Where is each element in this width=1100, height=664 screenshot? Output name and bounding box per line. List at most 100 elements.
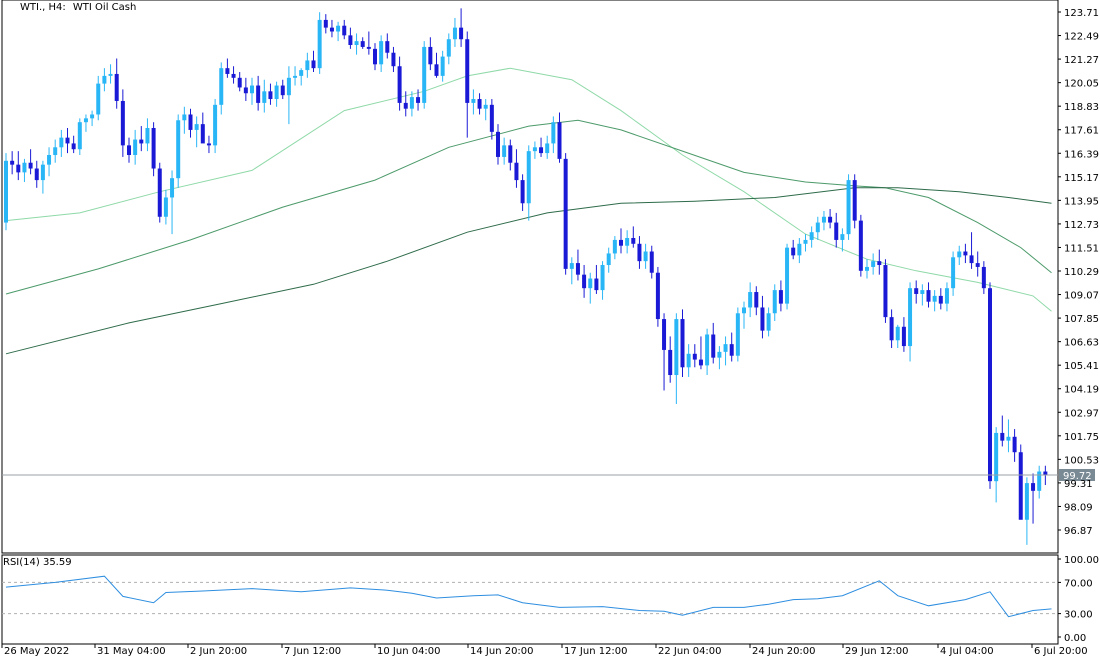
candles <box>4 8 1048 545</box>
time-tick-label: 2 Jun 20:00 <box>190 646 247 657</box>
candle <box>108 64 113 84</box>
candle <box>268 83 273 105</box>
candle <box>170 170 175 235</box>
candle-body <box>865 266 869 271</box>
time-tick-label: 26 May 2022 <box>4 646 69 657</box>
price-tick-label: 98.09 <box>1064 502 1093 513</box>
candle <box>489 99 494 140</box>
price-tick-label: 111.51 <box>1064 243 1099 254</box>
time-tick-label: 29 Jun 12:00 <box>845 646 909 657</box>
candle <box>237 72 242 92</box>
candle-body <box>735 313 740 356</box>
candle-body <box>1018 452 1023 520</box>
candle-body <box>662 319 667 350</box>
price-tick-label: 96.87 <box>1064 526 1093 537</box>
candle <box>914 280 919 304</box>
candle-body <box>373 48 377 65</box>
candle <box>145 118 150 152</box>
candle-body <box>821 216 826 223</box>
candle-body <box>625 237 630 246</box>
rsi-label: RSI(14) 35.59 <box>3 557 72 568</box>
candle-body <box>1043 471 1048 475</box>
candle-body <box>514 162 519 181</box>
candle <box>981 261 986 294</box>
candle-body <box>379 41 384 65</box>
candle <box>280 79 285 100</box>
candle <box>379 35 384 73</box>
candle-body <box>520 180 525 204</box>
time-tick-label: 10 Jun 04:00 <box>377 646 441 657</box>
candle <box>920 284 925 306</box>
candle <box>834 212 839 248</box>
price-tick-label: 115.17 <box>1064 173 1099 184</box>
candle <box>496 124 500 165</box>
candle-body <box>194 124 199 130</box>
candle <box>274 81 279 107</box>
current-price-tag <box>1059 468 1095 481</box>
candle-body <box>65 137 70 144</box>
candle <box>336 21 341 42</box>
candle <box>606 247 611 273</box>
candle <box>305 52 310 78</box>
rsi-tick-label: 0.00 <box>1064 633 1086 644</box>
candle-body <box>705 334 710 366</box>
candle <box>668 336 673 383</box>
candle <box>293 66 298 86</box>
candle-body <box>1037 471 1042 491</box>
candle-body <box>920 290 925 294</box>
candle <box>471 89 476 115</box>
candle <box>612 236 617 260</box>
candle <box>120 89 125 157</box>
candle-body <box>557 122 562 159</box>
candle <box>440 50 445 82</box>
candle-body <box>206 143 211 146</box>
candle <box>963 243 968 264</box>
candle-body <box>219 68 224 105</box>
candle-body <box>311 60 316 69</box>
candle <box>360 37 365 49</box>
candle <box>409 91 414 117</box>
candle <box>139 126 144 152</box>
candle <box>717 346 722 370</box>
candle-body <box>643 251 648 262</box>
rsi-tick-label: 100.00 <box>1064 555 1099 566</box>
candle-body <box>852 180 857 221</box>
chart-frame <box>1 0 1059 645</box>
candle <box>225 58 230 78</box>
time-tick-label: 6 Jul 20:00 <box>1034 646 1088 657</box>
candle-body <box>477 99 482 109</box>
candle-body <box>77 122 82 150</box>
candle <box>778 280 783 312</box>
candle <box>133 129 138 165</box>
candle-body <box>188 114 193 130</box>
moving-average-line-2 <box>5 119 1052 295</box>
candle <box>588 272 593 304</box>
candle-body <box>526 151 531 204</box>
candle <box>754 286 759 316</box>
candle <box>532 141 537 159</box>
candle <box>988 282 992 489</box>
candle <box>729 332 734 362</box>
candle <box>385 33 390 59</box>
candle-body <box>96 83 101 115</box>
candle <box>846 174 851 240</box>
candle <box>231 66 236 84</box>
candle-body <box>145 127 150 144</box>
candle <box>840 228 845 252</box>
time-tick-label: 24 Jun 20:00 <box>752 646 816 657</box>
candle-body <box>182 114 187 121</box>
candle <box>944 282 949 312</box>
candle <box>551 116 556 154</box>
candle-body <box>391 52 396 67</box>
candle-body <box>569 263 574 269</box>
candle <box>206 135 211 154</box>
candle <box>889 309 894 349</box>
candle <box>797 237 802 264</box>
candle-body <box>348 35 353 46</box>
candle <box>1024 477 1029 545</box>
candle-body <box>729 344 734 356</box>
candle-body <box>471 99 476 103</box>
candle <box>871 253 876 275</box>
candle <box>77 118 82 156</box>
time-tick-label: 4 Jul 04:00 <box>940 646 994 657</box>
